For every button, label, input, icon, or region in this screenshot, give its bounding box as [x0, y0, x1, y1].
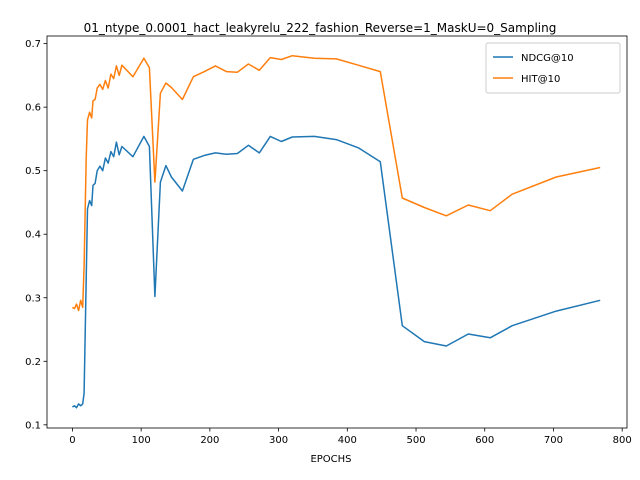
x-tick-label: 500 [406, 435, 425, 446]
plot-area [46, 35, 628, 429]
y-tick-label: 0.3 [25, 293, 41, 304]
x-tick-label: 100 [132, 435, 151, 446]
series-line-hit-10 [72, 54, 601, 312]
y-tick-label: 0.5 [25, 166, 41, 177]
x-tick-label: 0 [69, 435, 75, 446]
x-tick-label: 600 [475, 435, 494, 446]
axes-frame [46, 35, 628, 429]
chart-title: 01_ntype_0.0001_hact_leakyrelu_222_fashi… [84, 21, 557, 35]
y-tick-label: 0.1 [25, 420, 41, 431]
x-axis: 0 100 200 300 400 500 600 700 800 [69, 428, 632, 446]
legend-label-hit-10: HIT@10 [521, 74, 560, 85]
legend-box [485, 42, 621, 94]
x-tick-label: 700 [544, 435, 563, 446]
y-tick-label: 0.7 [25, 39, 41, 50]
x-tick-label: 400 [338, 435, 357, 446]
legend-label-ndcg-10: NDCG@10 [521, 53, 574, 64]
legend: NDCG@10 HIT@10 [485, 42, 621, 94]
series-layer [72, 54, 601, 409]
x-tick-label: 300 [269, 435, 288, 446]
x-axis-label: EPOCHS [310, 454, 351, 465]
series-line-ndcg-10 [72, 135, 601, 409]
x-tick-label: 200 [200, 435, 219, 446]
y-tick-label: 0.4 [25, 230, 41, 241]
y-tick-label: 0.6 [25, 103, 41, 114]
y-tick-label: 0.2 [25, 357, 41, 368]
y-axis: 0.1 0.2 0.3 0.4 0.5 0.6 0.7 [25, 39, 47, 431]
x-tick-label: 800 [613, 435, 632, 446]
